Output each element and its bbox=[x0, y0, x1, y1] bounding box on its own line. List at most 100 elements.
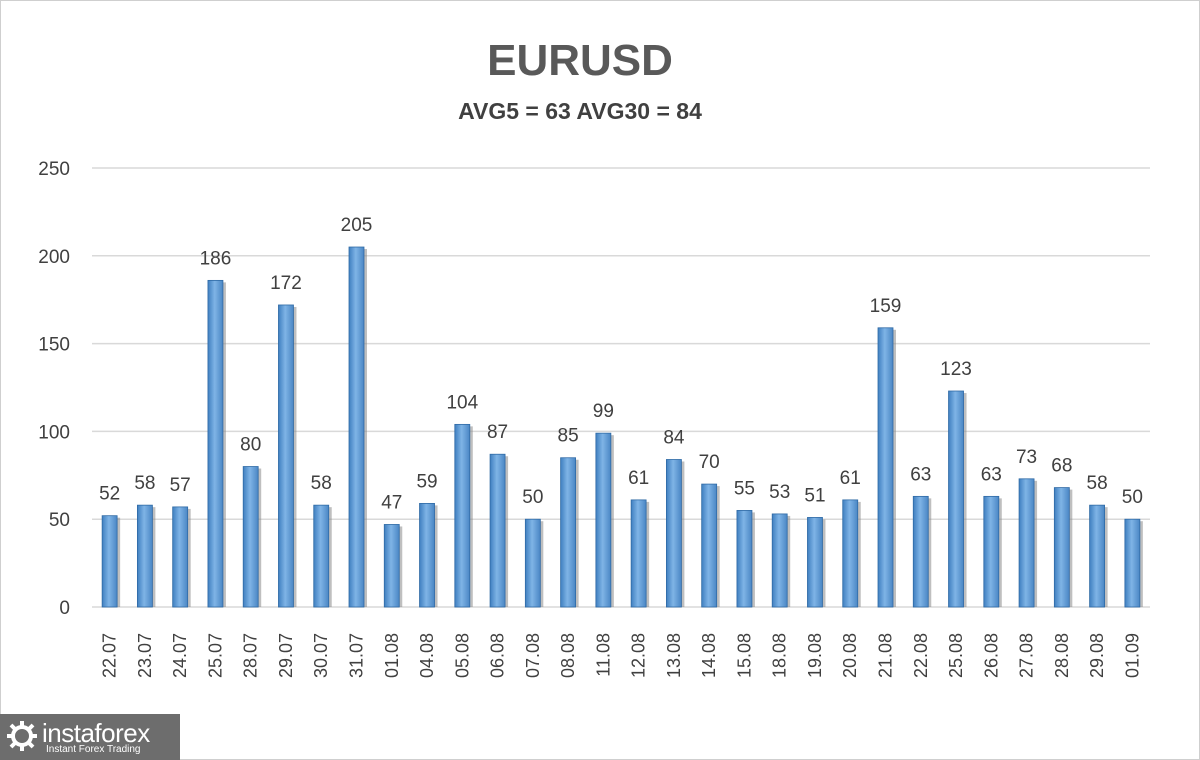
data-label: 63 bbox=[981, 464, 1002, 485]
bar bbox=[877, 327, 894, 608]
y-tick-label: 250 bbox=[38, 159, 70, 180]
x-tick-label: 28.07 bbox=[241, 633, 261, 678]
data-label: 73 bbox=[1016, 447, 1037, 468]
bar bbox=[807, 517, 823, 608]
x-tick-label: 20.08 bbox=[840, 633, 860, 678]
y-tick-label: 200 bbox=[38, 247, 70, 268]
data-label: 55 bbox=[734, 478, 755, 499]
data-label: 68 bbox=[1051, 456, 1072, 477]
bar bbox=[948, 390, 964, 608]
bar bbox=[630, 499, 647, 608]
x-tick-label: 06.08 bbox=[488, 633, 508, 678]
bar bbox=[1089, 504, 1105, 608]
bar bbox=[983, 495, 1000, 608]
x-tick-label: 24.07 bbox=[170, 633, 190, 678]
bar bbox=[736, 510, 753, 608]
x-tick-label: 29.07 bbox=[276, 633, 296, 678]
bar bbox=[419, 502, 435, 608]
x-tick-label: 12.08 bbox=[629, 633, 649, 678]
x-tick-label: 05.08 bbox=[452, 633, 472, 678]
x-tick-label: 25.07 bbox=[205, 633, 225, 678]
bar bbox=[771, 513, 788, 608]
bar bbox=[1124, 518, 1141, 608]
bar bbox=[313, 504, 330, 608]
y-tick-label: 0 bbox=[59, 598, 70, 619]
bar bbox=[912, 495, 929, 608]
x-tick-label: 14.08 bbox=[699, 633, 719, 678]
x-tick-label: 30.07 bbox=[311, 633, 331, 678]
x-tick-label: 04.08 bbox=[417, 633, 437, 678]
bar bbox=[242, 466, 259, 608]
bar bbox=[278, 304, 294, 608]
x-tick-label: 18.08 bbox=[770, 633, 790, 678]
data-label: 51 bbox=[804, 485, 825, 506]
bar bbox=[842, 499, 859, 608]
data-label: 123 bbox=[940, 359, 972, 380]
bar bbox=[136, 504, 153, 608]
data-label: 186 bbox=[200, 248, 232, 269]
x-tick-label: 01.08 bbox=[382, 633, 402, 678]
bar bbox=[348, 246, 365, 608]
data-label: 58 bbox=[134, 473, 155, 494]
data-label: 159 bbox=[870, 296, 902, 317]
data-label: 61 bbox=[840, 468, 861, 489]
chart-title: EURUSD bbox=[487, 36, 673, 85]
x-tick-label: 27.08 bbox=[1017, 633, 1037, 678]
data-label: 52 bbox=[99, 484, 120, 505]
bar bbox=[383, 524, 400, 608]
data-label: 99 bbox=[593, 401, 614, 422]
gear-icon bbox=[7, 721, 37, 751]
bar bbox=[595, 432, 612, 608]
data-label: 47 bbox=[381, 492, 402, 513]
bar bbox=[172, 506, 189, 608]
x-tick-label: 21.08 bbox=[876, 633, 896, 678]
x-tick-label: 31.07 bbox=[347, 633, 367, 678]
bar bbox=[101, 515, 118, 608]
bar bbox=[1053, 487, 1070, 608]
data-label: 63 bbox=[910, 464, 931, 485]
x-tick-label: 22.07 bbox=[100, 633, 120, 678]
data-label: 104 bbox=[446, 392, 478, 413]
x-tick-label: 29.08 bbox=[1087, 633, 1107, 678]
bar bbox=[666, 459, 682, 608]
data-label: 53 bbox=[769, 482, 790, 503]
data-label: 205 bbox=[341, 215, 373, 236]
bar bbox=[489, 453, 506, 608]
bar bbox=[524, 518, 541, 608]
y-tick-label: 50 bbox=[49, 510, 70, 531]
data-label: 70 bbox=[699, 452, 720, 473]
bar bbox=[1018, 478, 1035, 608]
bar bbox=[701, 483, 718, 608]
logo-tagline: Instant Forex Trading bbox=[46, 744, 141, 755]
data-label: 58 bbox=[311, 473, 332, 494]
x-tick-label: 22.08 bbox=[911, 633, 931, 678]
data-label: 50 bbox=[522, 487, 543, 508]
x-tick-label: 11.08 bbox=[593, 633, 613, 677]
data-label: 84 bbox=[663, 427, 685, 448]
data-label: 172 bbox=[270, 273, 302, 294]
y-tick-label: 150 bbox=[38, 335, 70, 356]
x-tick-label: 23.07 bbox=[135, 633, 155, 678]
data-label: 58 bbox=[1087, 473, 1108, 494]
bar bbox=[207, 279, 224, 608]
x-tick-label: 15.08 bbox=[734, 633, 754, 678]
x-tick-label: 28.08 bbox=[1052, 633, 1072, 678]
data-label: 50 bbox=[1122, 487, 1143, 508]
data-label: 59 bbox=[416, 471, 437, 492]
logo-name: instaforex bbox=[42, 718, 150, 748]
x-tick-label: 25.08 bbox=[946, 633, 966, 678]
chart-subtitle: AVG5 = 63 AVG30 = 84 bbox=[458, 98, 702, 124]
data-label: 80 bbox=[240, 435, 261, 456]
x-tick-label: 01.09 bbox=[1122, 633, 1142, 678]
x-tick-label: 07.08 bbox=[523, 633, 543, 678]
bar bbox=[560, 457, 576, 608]
bar bbox=[454, 423, 471, 608]
data-label: 57 bbox=[170, 475, 191, 496]
data-label: 85 bbox=[558, 426, 579, 447]
instaforex-logo: instaforex Instant Forex Trading bbox=[0, 714, 180, 760]
x-tick-label: 08.08 bbox=[558, 633, 578, 678]
x-tick-label: 19.08 bbox=[805, 633, 825, 678]
y-tick-label: 100 bbox=[38, 422, 70, 443]
